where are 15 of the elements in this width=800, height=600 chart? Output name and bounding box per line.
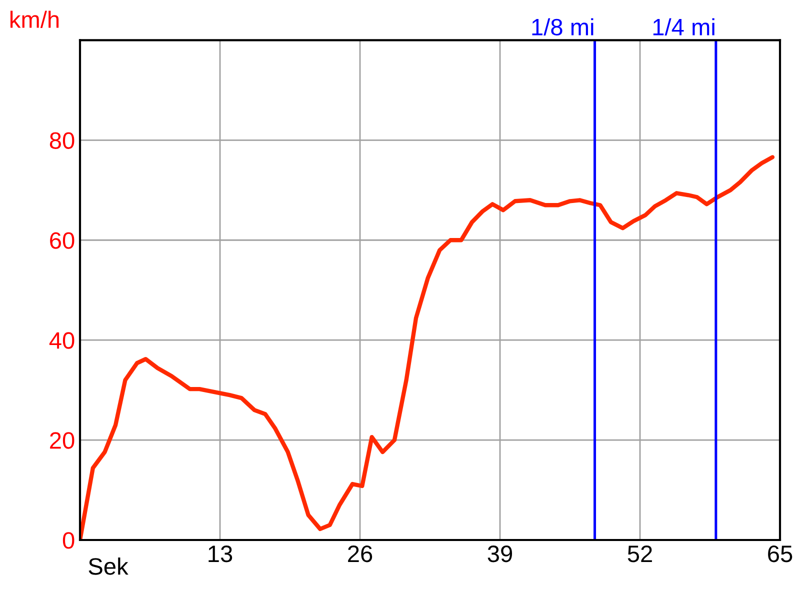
y-tick-label: 60 — [50, 232, 74, 249]
x-tick-label: 26 — [348, 545, 372, 562]
x-tick-label: 52 — [628, 545, 652, 562]
x-tick-label: 65 — [768, 545, 792, 562]
y-tick-label: 80 — [50, 132, 74, 149]
ref-line-label: 1/8 mi — [532, 18, 594, 36]
y-axis-title: km/h — [10, 10, 59, 28]
line-series — [80, 155, 775, 540]
x-axis-title: Sek — [88, 557, 128, 575]
x-tick-label: 39 — [488, 545, 512, 562]
y-tick-label: 40 — [49, 332, 74, 349]
y-tick-label: 20 — [50, 432, 74, 449]
ref-line-label: 1/4 mi — [653, 18, 714, 36]
x-tick-label: 13 — [208, 545, 232, 562]
y-tick-label: 0 — [62, 532, 74, 549]
